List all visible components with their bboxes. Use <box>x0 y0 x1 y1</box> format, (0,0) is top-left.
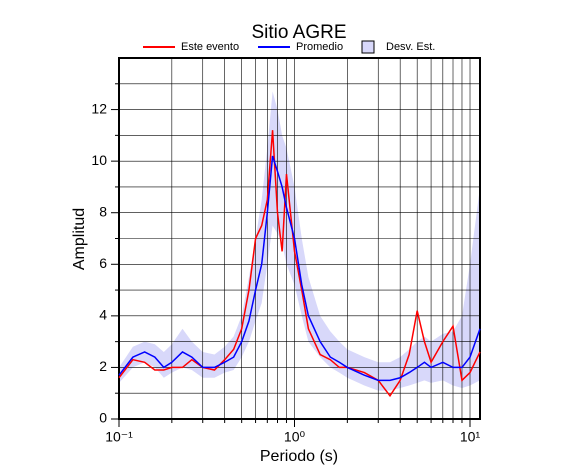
chart-title: Sitio AGRE <box>251 22 346 43</box>
y-tick-label: 6 <box>99 255 107 271</box>
legend-swatch <box>361 40 375 54</box>
legend-label: Desv. Est. <box>386 41 435 53</box>
y-tick-label: 2 <box>99 358 107 374</box>
x-axis-label: Periodo (s) <box>260 448 338 465</box>
x-tick-label: 10⁻¹ <box>105 429 133 445</box>
y-tick-label: 0 <box>99 410 107 426</box>
x-tick-label: 10⁰ <box>284 429 306 445</box>
y-tick-label: 10 <box>91 152 107 168</box>
series-line <box>118 130 481 398</box>
plot-frame <box>118 57 481 420</box>
legend-label: Este evento <box>181 41 239 53</box>
y-axis-label: Amplitud <box>71 208 88 270</box>
series-line <box>118 155 481 382</box>
std-band <box>119 91 480 391</box>
y-tick-label: 8 <box>99 203 107 219</box>
y-tick-label: 12 <box>91 100 107 116</box>
legend-label: Promedio <box>296 41 343 53</box>
x-tick-label: 10¹ <box>460 429 481 445</box>
y-tick-label: 4 <box>99 307 107 323</box>
